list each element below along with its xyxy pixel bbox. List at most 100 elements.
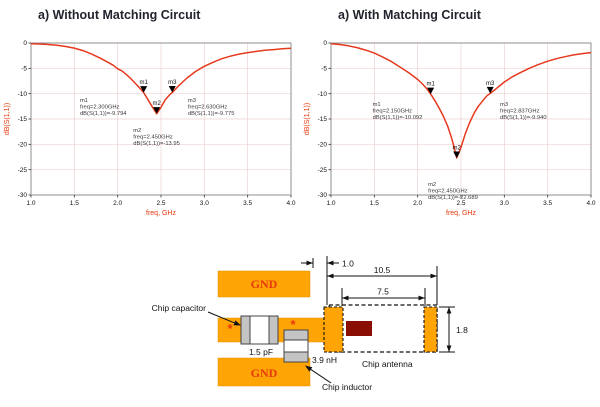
- svg-text:-20: -20: [318, 142, 328, 149]
- svg-text:-25: -25: [318, 167, 328, 174]
- svg-text:4.0: 4.0: [286, 200, 295, 207]
- dim-antenna-length-value: 10.5: [374, 265, 391, 275]
- plot-grid: [330, 42, 592, 196]
- svg-text:-25: -25: [18, 167, 28, 174]
- marker-annotation-line: m2: [428, 182, 436, 188]
- marker-annotation-line: dB(S(1,1))=-9.940: [500, 115, 547, 121]
- antenna-layout-diagram: GND GND * * Chip capacitor 1.5 pF 3.9 nH…: [152, 256, 468, 392]
- s11-chart-with-matching: 1.0 1.5 2.0 2.5 3.0 3.5 4.0 0 -5 -10 -15 -20 -25 -30 f…: [300, 32, 600, 224]
- dimension-feed-offset: 1.0: [301, 256, 354, 305]
- svg-text:2.5: 2.5: [156, 200, 165, 207]
- marker-annotation-line: freq=2.837GHz: [500, 108, 540, 114]
- svg-text:4.0: 4.0: [586, 200, 595, 207]
- svg-text:3.5: 3.5: [243, 200, 252, 207]
- marker-annotation-line: m2: [133, 128, 141, 134]
- svg-text:m1: m1: [426, 82, 435, 88]
- svg-text:2.0: 2.0: [413, 200, 422, 207]
- svg-text:-15: -15: [318, 116, 328, 123]
- svg-text:freq, GHz: freq, GHz: [446, 210, 476, 217]
- antenna-element: [346, 321, 372, 336]
- inductor-arrowhead-icon: [305, 365, 313, 372]
- svg-text:-20: -20: [18, 142, 28, 149]
- dimension-pad-spacing: 7.5: [341, 287, 426, 306]
- marker-triangle-icon: [168, 86, 176, 93]
- marker-triangle-icon: [453, 151, 461, 158]
- marker-annotation-line: dB(S(1,1))=-13.95: [133, 141, 180, 147]
- marker-triangle-icon: [427, 87, 435, 95]
- s11-plot-without_matching: 1.0 1.5 2.0 2.5 3.0 3.5 4.0 0 -5 -10 -15 -20 -25 -30 f…: [4, 40, 296, 217]
- svg-text:-10: -10: [318, 91, 328, 98]
- svg-text:m2: m2: [452, 145, 461, 151]
- svg-text:1.0: 1.0: [26, 200, 35, 207]
- gnd-plane-bottom: [217, 357, 311, 387]
- svg-text:-30: -30: [18, 192, 28, 199]
- chip-capacitor: [240, 315, 279, 345]
- svg-text:0: 0: [323, 40, 327, 47]
- svg-text:m3: m3: [168, 80, 177, 86]
- marker-annotation-line: freq=2.450GHz: [133, 135, 173, 141]
- chip-inductor: [283, 329, 309, 363]
- svg-text:freq, GHz: freq, GHz: [146, 210, 176, 217]
- antenna-pad-left: [323, 306, 344, 353]
- svg-text:3.0: 3.0: [200, 200, 209, 207]
- svg-text:3.5: 3.5: [543, 200, 552, 207]
- port-marker-left: *: [227, 321, 233, 336]
- gnd-plane-top: [217, 270, 311, 298]
- marker-annotation-line: dB(S(1,1))=-22.689: [428, 195, 478, 201]
- marker-triangle-icon: [153, 107, 161, 114]
- subfig-title-with-matching: a) With Matching Circuit: [338, 8, 481, 22]
- svg-text:-5: -5: [21, 66, 27, 73]
- s11-curve: [30, 43, 292, 115]
- chip-antenna-label: Chip antenna: [362, 359, 413, 369]
- dim-feed-offset-value: 1.0: [342, 259, 354, 269]
- gnd-bottom-label: GND: [251, 366, 278, 380]
- svg-text:1.0: 1.0: [326, 200, 335, 207]
- svg-text:-15: -15: [18, 116, 28, 123]
- capacitor-leader-line: [207, 311, 235, 324]
- marker-annotation-line: m1: [373, 102, 381, 108]
- svg-text:1.5: 1.5: [370, 200, 379, 207]
- dim-antenna-width-value: 1.8: [456, 325, 468, 335]
- marker-annotation-line: dB(S(1,1))=-9.794: [80, 111, 127, 117]
- svg-text:dB(S(1,1)): dB(S(1,1)): [4, 103, 11, 135]
- capacitor-value-label: 1.5 pF: [249, 347, 273, 357]
- chip-capacitor-label: Chip capacitor: [152, 303, 207, 313]
- marker-annotation-line: freq=2.450GHz: [428, 188, 468, 194]
- s11-chart-without-matching: 1.0 1.5 2.0 2.5 3.0 3.5 4.0 0 -5 -10 -15 -20 -25 -30 f…: [0, 32, 300, 224]
- marker-annotation-line: freq=2.300GHz: [80, 104, 120, 110]
- dim-pad-spacing-value: 7.5: [377, 287, 389, 297]
- svg-text:m2: m2: [152, 101, 161, 107]
- plot-grid: [30, 42, 292, 196]
- gnd-top-label: GND: [251, 277, 278, 291]
- capacitor-arrowhead-icon: [233, 320, 241, 326]
- svg-text:-5: -5: [321, 66, 327, 73]
- svg-text:3.0: 3.0: [500, 200, 509, 207]
- inductor-value-label: 3.9 nH: [312, 355, 337, 365]
- svg-text:m1: m1: [139, 80, 148, 86]
- svg-text:-10: -10: [18, 91, 28, 98]
- dimension-antenna-width: 1.8: [439, 306, 468, 353]
- svg-text:2.0: 2.0: [113, 200, 122, 207]
- svg-text:m3: m3: [486, 81, 495, 87]
- marker-annotation-line: freq=2.630GHz: [188, 104, 228, 110]
- marker-triangle-icon: [486, 86, 494, 94]
- svg-text:0: 0: [23, 40, 27, 47]
- chip-antenna-outline: [328, 304, 438, 353]
- marker-annotation-line: dB(S(1,1))=-9.775: [188, 111, 235, 117]
- svg-text:1.5: 1.5: [70, 200, 79, 207]
- marker-annotation-line: dB(S(1,1))=-10.092: [373, 115, 423, 121]
- plot-axes: 1.0 1.5 2.0 2.5 3.0 3.5 4.0 0 -5 -10 -15 -20 -25 -30 f…: [4, 40, 296, 217]
- dimension-antenna-length: 10.5: [327, 265, 438, 305]
- plot-axes: 1.0 1.5 2.0 2.5 3.0 3.5 4.0 0 -5 -10 -15 -20 -25 -30 f…: [304, 40, 596, 217]
- marker-annotation-line: m3: [500, 102, 508, 108]
- inductor-leader-line: [310, 368, 332, 384]
- chip-inductor-label: Chip inductor: [322, 382, 372, 392]
- antenna-pad-right: [423, 306, 438, 353]
